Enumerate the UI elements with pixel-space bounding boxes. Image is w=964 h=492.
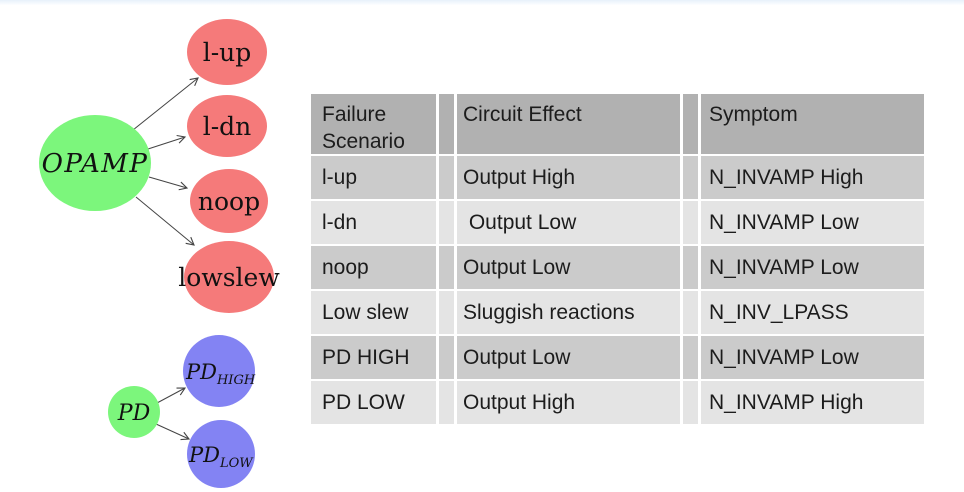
col-header-circuit-effect: Circuit Effect (457, 94, 680, 154)
cell-effect: Sluggish reactions (457, 291, 680, 334)
cell-effect: Output Low (457, 246, 680, 289)
fault-tree-diagram: OPAMP l-up l-dn noop lowslew PD PDHIGH P… (39, 19, 280, 488)
node-pd-high (183, 335, 255, 407)
node-pd (108, 386, 160, 438)
edge-opamp-to-noop (148, 176, 189, 191)
pd-low-subscript: LOW (219, 456, 254, 471)
failure-scenario-table: Failure Scenario Circuit Effect Symptom … (311, 94, 924, 424)
top-edge-highlight (0, 0, 964, 5)
edge-opamp-to-l-dn (147, 134, 187, 150)
node-label-l-up: l-up (203, 38, 252, 67)
cell-scenario: PD HIGH (311, 336, 436, 379)
node-l-dn (187, 95, 267, 157)
diagram-edges (132, 77, 199, 441)
node-label-opamp: OPAMP (42, 149, 149, 179)
node-label-pd-low: PDLOW (188, 443, 254, 471)
node-lowslew (184, 241, 274, 313)
node-label-lowslew: lowslew (178, 263, 280, 292)
cell-effect: Output Low (457, 336, 680, 379)
row-spacer (439, 246, 454, 289)
edge-pd-to-pd-low (155, 423, 191, 441)
pd-high-subscript: HIGH (216, 373, 256, 388)
pd-high-base: PD (185, 360, 217, 384)
col-header-failure-scenario: Failure Scenario (311, 94, 436, 154)
cell-scenario: noop (311, 246, 436, 289)
row-spacer (683, 156, 698, 199)
row-spacer (439, 201, 454, 244)
cell-symptom: N_INVAMP Low (701, 201, 924, 244)
row-spacer (683, 201, 698, 244)
cell-effect: Output High (457, 381, 680, 424)
node-noop (190, 169, 268, 233)
row-spacer (683, 381, 698, 424)
cell-scenario: Low slew (311, 291, 436, 334)
node-pd-low (187, 420, 255, 488)
row-spacer (439, 156, 454, 199)
node-label-pd-high: PDHIGH (185, 360, 256, 388)
node-label-l-dn: l-dn (203, 112, 252, 141)
header-spacer-2 (683, 94, 698, 154)
cell-symptom: N_INV_LPASS (701, 291, 924, 334)
header-spacer-1 (439, 94, 454, 154)
node-label-pd: PD (117, 401, 151, 426)
row-spacer (439, 381, 454, 424)
col-header-symptom: Symptom (701, 94, 924, 154)
row-spacer (683, 291, 698, 334)
row-spacer (683, 336, 698, 379)
pd-low-base: PD (188, 443, 220, 467)
cell-symptom: N_INVAMP Low (701, 336, 924, 379)
node-l-up (187, 19, 267, 85)
cell-symptom: N_INVAMP Low (701, 246, 924, 289)
edge-pd-to-pd-high (156, 387, 187, 404)
cell-scenario: PD LOW (311, 381, 436, 424)
node-label-noop: noop (198, 187, 260, 216)
edge-opamp-to-lowslew (135, 196, 195, 246)
row-spacer (439, 291, 454, 334)
cell-scenario: l-up (311, 156, 436, 199)
node-opamp (39, 115, 151, 211)
edge-opamp-to-l-up (132, 77, 199, 131)
cell-scenario: l-dn (311, 201, 436, 244)
cell-symptom: N_INVAMP High (701, 156, 924, 199)
row-spacer (683, 246, 698, 289)
cell-effect: Output Low (457, 201, 680, 244)
cell-effect: Output High (457, 156, 680, 199)
cell-symptom: N_INVAMP High (701, 381, 924, 424)
row-spacer (439, 336, 454, 379)
